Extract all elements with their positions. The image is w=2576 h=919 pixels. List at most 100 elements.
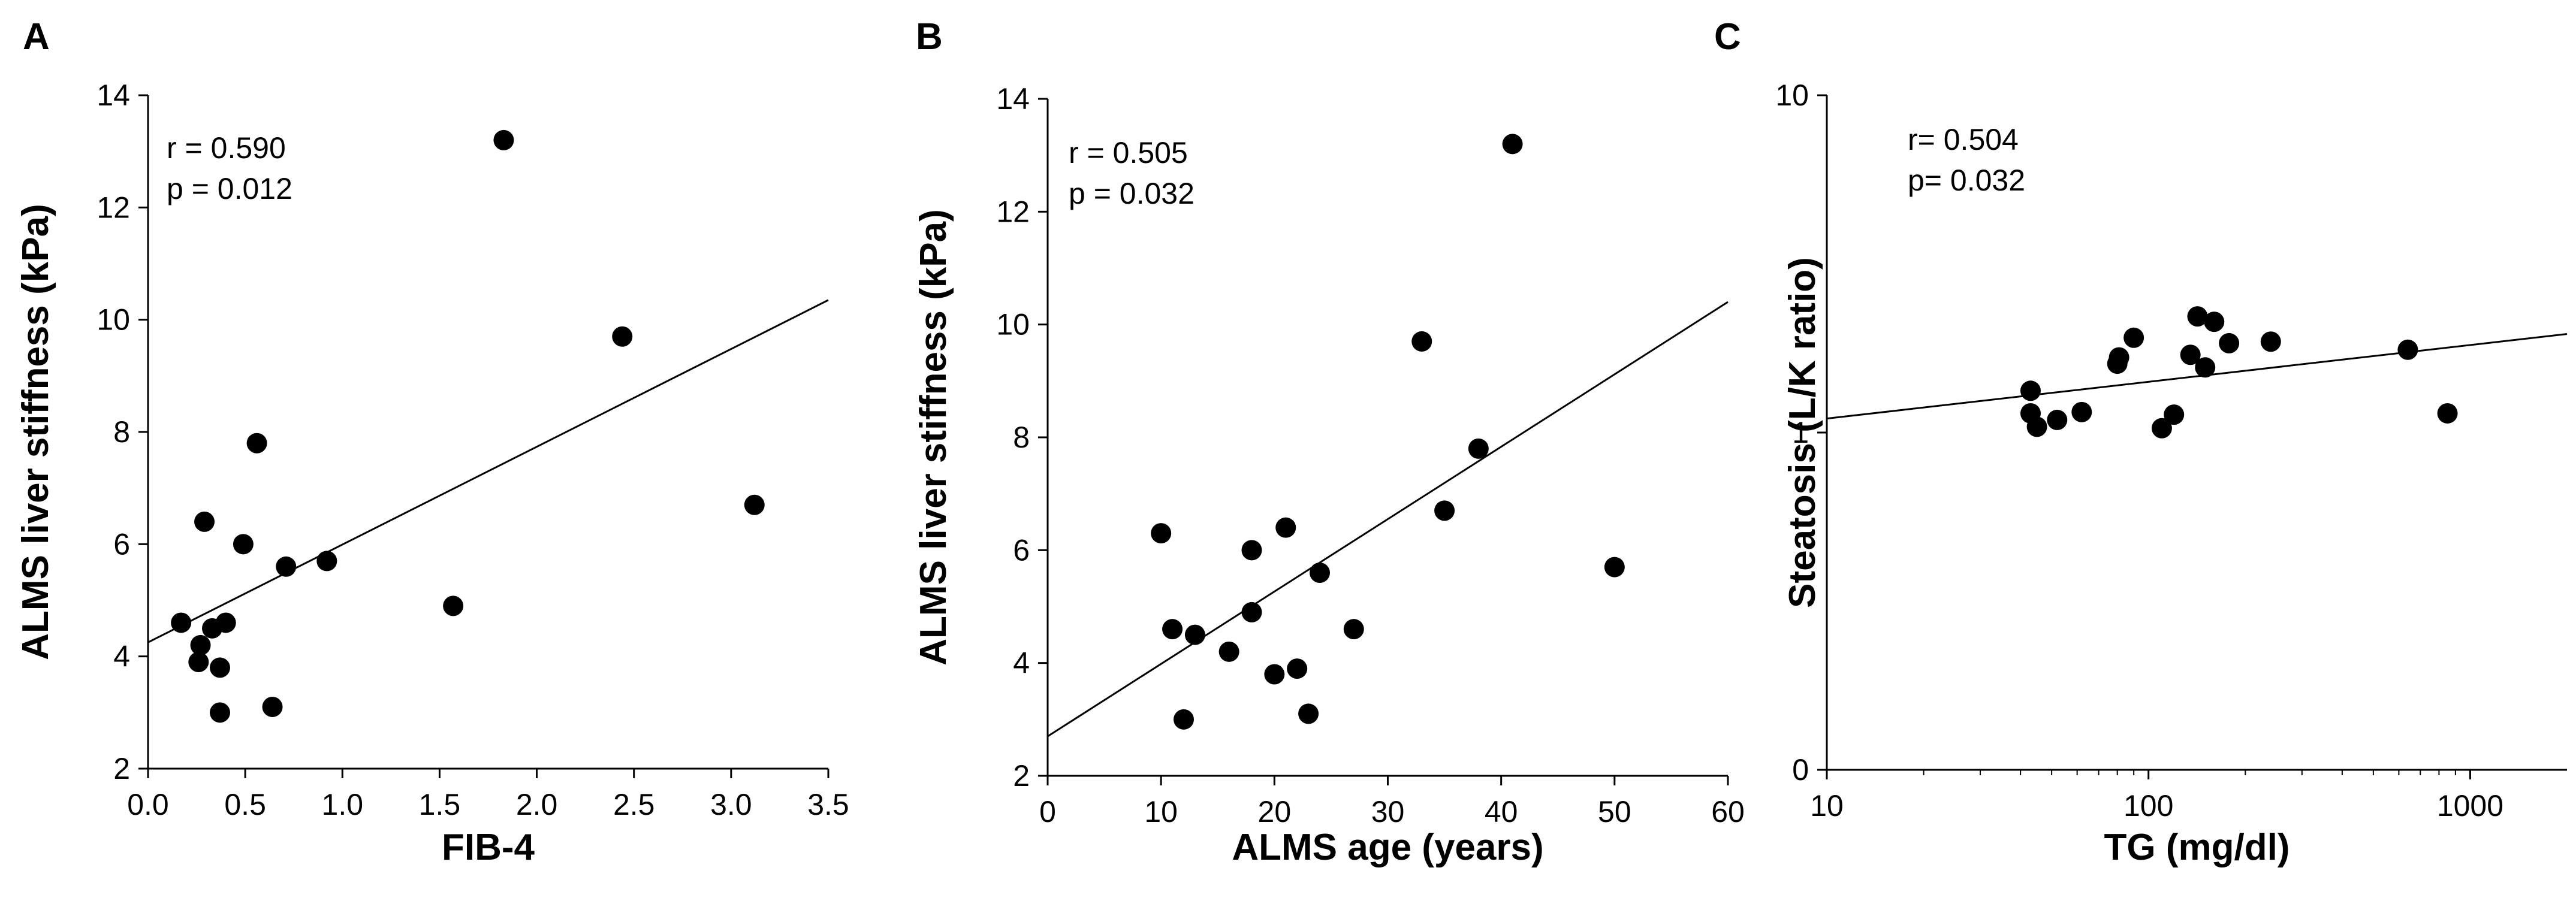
y-tick-label: 8 bbox=[113, 415, 130, 449]
x-tick-label: 0.0 bbox=[127, 788, 169, 821]
data-point bbox=[2204, 312, 2225, 332]
data-point bbox=[188, 652, 209, 673]
data-point bbox=[194, 511, 215, 532]
data-point bbox=[233, 534, 254, 555]
y-tick-label: 4 bbox=[113, 640, 130, 673]
data-point bbox=[316, 551, 337, 572]
y-tick-label: 14 bbox=[996, 82, 1030, 116]
y-tick-label: 2 bbox=[113, 752, 130, 785]
regression-line bbox=[1826, 332, 2568, 420]
panel-letter: C bbox=[1714, 16, 1741, 58]
x-tick-label: 3.0 bbox=[710, 788, 752, 821]
y-tick-label: 14 bbox=[96, 78, 130, 112]
data-point bbox=[1174, 709, 1194, 730]
y-tick-label: 10 bbox=[996, 308, 1030, 341]
y-tick-label: 6 bbox=[113, 527, 130, 561]
x-axis-label: FIB-4 bbox=[442, 827, 535, 868]
x-tick-label: 20 bbox=[1258, 795, 1292, 829]
data-point bbox=[443, 595, 464, 616]
y-tick-label: 12 bbox=[996, 195, 1030, 228]
data-point bbox=[1502, 134, 1523, 155]
y-tick-label: 1 bbox=[1792, 416, 1809, 449]
data-point bbox=[1264, 664, 1285, 685]
data-point bbox=[1434, 500, 1455, 521]
x-tick-label: 0 bbox=[1039, 795, 1056, 829]
panel-c: C 0 1 10 10 100 1000 TG (mg/dl) Steatosis (L/K r… bbox=[1714, 16, 2568, 868]
x-tick-label: 30 bbox=[1371, 795, 1405, 829]
data-point bbox=[209, 657, 230, 678]
y-tick-label: 10 bbox=[96, 303, 130, 337]
data-point bbox=[1275, 517, 1296, 538]
x-tick-label: 1.0 bbox=[322, 788, 364, 821]
x-tick-label: 60 bbox=[1711, 795, 1745, 829]
data-point bbox=[1184, 624, 1205, 645]
r-value-annotation: r = 0.505 bbox=[1069, 136, 1188, 170]
x-tick-label: 10 bbox=[1144, 795, 1178, 829]
x-tick-label: 2.0 bbox=[516, 788, 558, 821]
y-tick-label: 8 bbox=[1013, 421, 1030, 454]
data-point bbox=[2187, 306, 2208, 327]
x-tick-label: 100 bbox=[2123, 789, 2173, 823]
data-point bbox=[246, 433, 267, 454]
x-tick-label: 3.5 bbox=[807, 788, 849, 821]
data-point bbox=[1218, 641, 1239, 662]
data-point bbox=[1162, 619, 1183, 640]
y-tick-label: 10 bbox=[1775, 78, 1809, 112]
x-tick-label: 0.5 bbox=[224, 788, 266, 821]
y-tick-label: 12 bbox=[96, 191, 130, 224]
p-value-annotation: p= 0.032 bbox=[1908, 164, 2025, 197]
x-axis-label: TG (mg/dl) bbox=[2104, 827, 2290, 868]
data-point bbox=[1241, 540, 1262, 561]
x-tick-label: 10 bbox=[1810, 789, 1844, 823]
r-value-annotation: r= 0.504 bbox=[1908, 123, 2019, 156]
y-tick-label: 0 bbox=[1792, 753, 1809, 787]
data-point bbox=[2109, 347, 2129, 368]
p-value-annotation: p = 0.032 bbox=[1069, 177, 1195, 210]
data-point bbox=[2219, 332, 2240, 353]
r-value-annotation: r = 0.590 bbox=[167, 131, 286, 165]
data-point bbox=[493, 129, 514, 150]
data-point bbox=[2123, 327, 2144, 348]
data-point bbox=[262, 696, 283, 717]
data-point bbox=[1468, 438, 1489, 459]
data-point bbox=[2164, 404, 2185, 425]
data-point bbox=[744, 494, 765, 515]
y-axis-label: Steatosis (L/K ratio) bbox=[1782, 257, 1823, 608]
data-point bbox=[1298, 703, 1319, 724]
x-tick-label: 40 bbox=[1485, 795, 1518, 829]
data-point bbox=[612, 326, 633, 347]
data-point bbox=[2195, 357, 2216, 378]
x-tick-label: 1000 bbox=[2437, 789, 2503, 823]
data-point bbox=[2437, 403, 2458, 424]
y-axis-label: ALMS liver stiffness (kPa) bbox=[15, 204, 56, 660]
data-point bbox=[2020, 380, 2041, 401]
data-point bbox=[190, 634, 211, 655]
data-point bbox=[1310, 563, 1330, 583]
y-tick-label: 4 bbox=[1013, 646, 1030, 680]
data-point bbox=[1343, 619, 1364, 640]
x-tick-label: 2.5 bbox=[613, 788, 655, 821]
data-point bbox=[1241, 601, 1262, 622]
p-value-annotation: p = 0.012 bbox=[167, 172, 292, 205]
data-point bbox=[2047, 409, 2068, 430]
data-point bbox=[1151, 523, 1172, 544]
data-point bbox=[2026, 416, 2047, 437]
x-tick-label: 1.5 bbox=[419, 788, 461, 821]
data-point bbox=[1287, 658, 1308, 679]
x-tick-label: 50 bbox=[1598, 795, 1631, 829]
data-point bbox=[1411, 331, 1432, 352]
x-axis-label: ALMS age (years) bbox=[1232, 827, 1543, 868]
data-point bbox=[2151, 418, 2172, 439]
data-point bbox=[2180, 344, 2201, 365]
panel-letter: A bbox=[23, 16, 50, 58]
data-point bbox=[171, 612, 192, 633]
data-point bbox=[209, 702, 230, 723]
data-point bbox=[215, 612, 236, 633]
regression-line bbox=[147, 299, 829, 643]
panel-letter: B bbox=[916, 16, 943, 58]
data-point bbox=[2071, 401, 2092, 422]
data-point bbox=[276, 556, 297, 577]
y-tick-label: 6 bbox=[1013, 533, 1030, 567]
y-tick-label: 2 bbox=[1013, 759, 1030, 793]
